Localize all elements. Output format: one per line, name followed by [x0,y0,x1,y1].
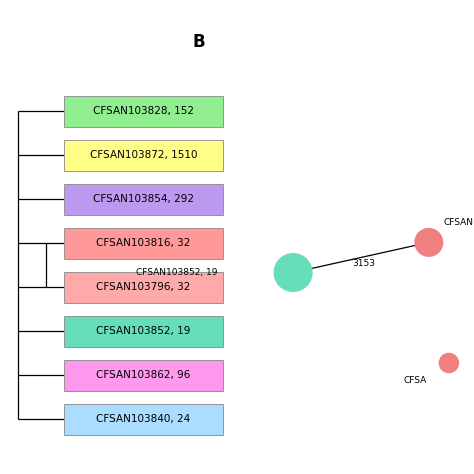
Text: CFSAN103828, 152: CFSAN103828, 152 [93,106,194,117]
Text: CFSAN103854, 292: CFSAN103854, 292 [93,194,194,204]
Text: CFSAN103862, 96: CFSAN103862, 96 [96,371,191,381]
Text: B: B [193,33,205,51]
FancyBboxPatch shape [64,316,223,347]
Text: CFSA: CFSA [404,376,427,385]
FancyBboxPatch shape [64,404,223,435]
FancyBboxPatch shape [64,272,223,303]
Circle shape [415,228,443,256]
Text: CFSAN103816, 32: CFSAN103816, 32 [96,238,191,248]
Text: CFSAN103796, 32: CFSAN103796, 32 [96,283,191,292]
FancyBboxPatch shape [64,184,223,215]
Text: CFSAN103852, 19: CFSAN103852, 19 [96,327,191,337]
Text: CFSAN10: CFSAN10 [444,218,474,227]
FancyBboxPatch shape [64,228,223,259]
Text: CFSAN103840, 24: CFSAN103840, 24 [96,414,191,425]
Text: CFSAN103872, 1510: CFSAN103872, 1510 [90,150,197,160]
FancyBboxPatch shape [64,140,223,171]
Circle shape [439,354,458,373]
Text: CFSAN103852, 19: CFSAN103852, 19 [136,268,218,277]
FancyBboxPatch shape [64,96,223,127]
Circle shape [274,254,312,292]
FancyBboxPatch shape [64,360,223,391]
Text: 3153: 3153 [352,258,375,267]
